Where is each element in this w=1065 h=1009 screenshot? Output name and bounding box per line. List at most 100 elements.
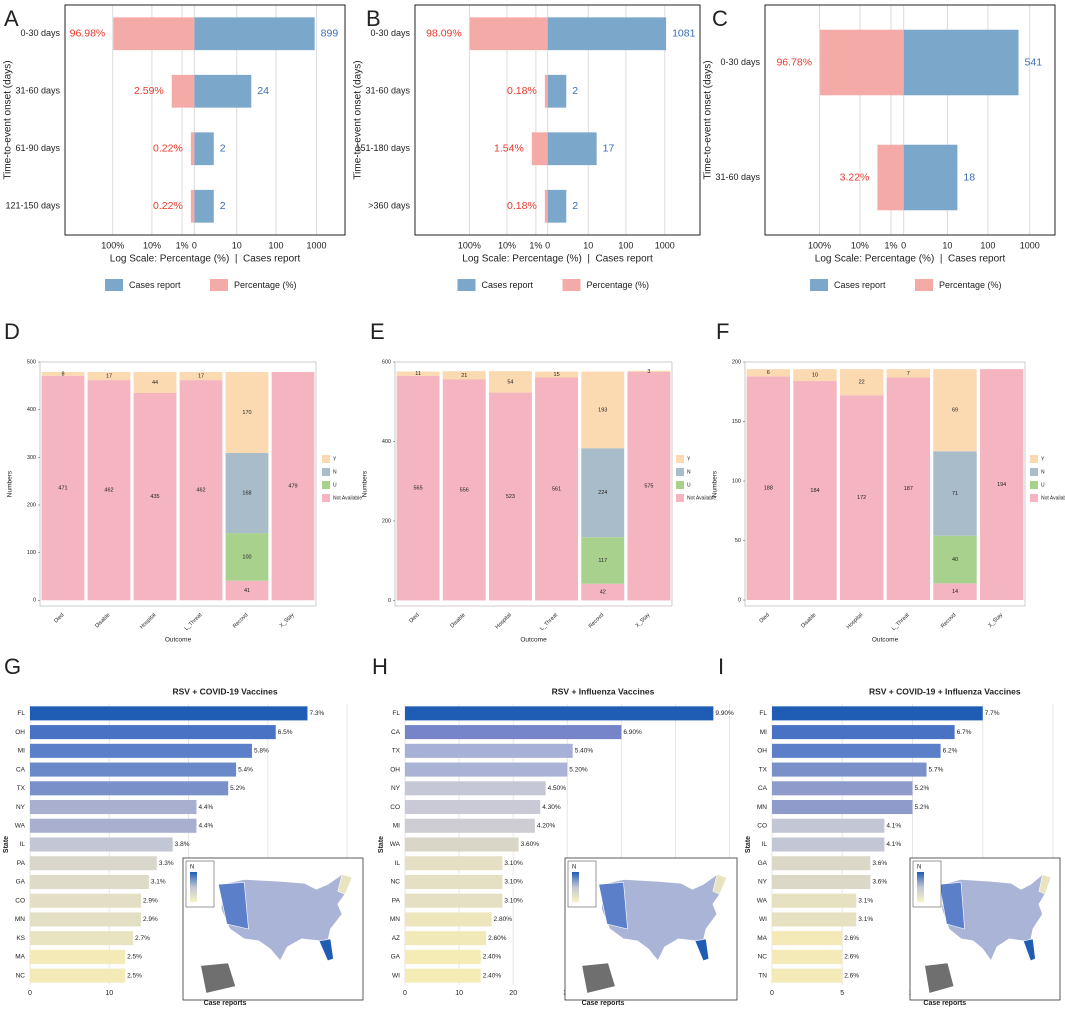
y-tick-label: CA xyxy=(758,785,768,792)
bar xyxy=(772,818,885,833)
data-label: 98.09% xyxy=(426,28,462,40)
y-tick-label: MN xyxy=(757,804,767,811)
plot-frame xyxy=(39,361,317,607)
state-shape xyxy=(217,881,249,930)
legend-label: U xyxy=(687,482,691,488)
data-label: 5.2% xyxy=(230,785,245,792)
bar-segment xyxy=(581,371,625,449)
panel-letter: F xyxy=(716,319,729,344)
bar xyxy=(190,132,195,166)
data-label: 523 xyxy=(506,494,515,500)
bar-segment xyxy=(225,580,269,601)
data-label: 6.5% xyxy=(278,729,293,736)
data-label: 9.90% xyxy=(715,710,734,717)
state-shape xyxy=(598,881,628,930)
bar xyxy=(30,743,252,758)
legend-label: Percentage (%) xyxy=(234,280,297,290)
x-tick-label: L_Threat xyxy=(539,612,559,632)
data-label: 8 xyxy=(61,371,64,377)
x-tick-label: 1% xyxy=(885,240,898,250)
x-tick-label: 1% xyxy=(529,240,542,250)
y-tick-label: GA xyxy=(758,860,768,867)
y-tick-label: 121-150 days xyxy=(5,201,60,211)
bar-segment xyxy=(746,369,791,377)
data-label: 170 xyxy=(242,410,251,416)
x-tick-label: 10 xyxy=(455,990,463,997)
y-tick-label: 300 xyxy=(27,455,36,461)
data-label: 42 xyxy=(600,590,606,596)
data-label: 462 xyxy=(104,488,113,494)
bar xyxy=(405,800,541,815)
bar xyxy=(772,743,941,758)
bar xyxy=(190,189,195,223)
x-tick-label: Disable xyxy=(94,612,111,629)
bar-segment xyxy=(933,535,977,584)
x-tick-label: 100% xyxy=(101,240,124,250)
y-tick-label: MI xyxy=(18,748,25,755)
panel-letter: C xyxy=(712,6,728,31)
legend-label: U xyxy=(333,482,337,488)
data-label: 224 xyxy=(598,490,607,496)
alaska-shape xyxy=(201,963,236,993)
x-tick-label: 0 xyxy=(403,990,407,997)
chart-title: RSV + Influenza Vaccines xyxy=(552,686,655,696)
x-axis-title: Case reports xyxy=(582,1000,625,1007)
bar-segment xyxy=(581,448,625,538)
panel-letter: I xyxy=(718,654,724,679)
legend-label: Not Available xyxy=(1041,495,1065,501)
data-label: 7 xyxy=(907,371,910,377)
bar-segment xyxy=(133,392,177,601)
bar-segment xyxy=(979,369,1024,601)
y-tick-label: 400 xyxy=(382,439,391,445)
plot-frame xyxy=(414,4,701,236)
x-tick-label: 10% xyxy=(498,240,516,250)
bar xyxy=(544,189,548,223)
bar-segment xyxy=(179,380,223,601)
bar xyxy=(903,144,958,211)
y-tick-label: 500 xyxy=(27,359,36,365)
bar-segment xyxy=(535,371,579,378)
data-label: 3.1% xyxy=(151,879,166,886)
bar-segment xyxy=(488,392,532,601)
bar xyxy=(772,706,983,721)
y-tick-label: 0-30 days xyxy=(370,28,410,38)
x-tick-label: 100% xyxy=(808,240,831,250)
x-axis-title: Log Scale: Percentage (%) | Cases report xyxy=(110,254,301,265)
data-label: 0.18% xyxy=(507,200,537,212)
y-tick-label: MA xyxy=(15,954,25,961)
panel-letter: G xyxy=(4,654,21,679)
data-label: 69 xyxy=(952,408,958,414)
bar-segment xyxy=(87,372,131,381)
bar xyxy=(405,931,487,946)
x-tick-label: 100 xyxy=(980,240,995,250)
y-tick-label: CA xyxy=(391,729,401,736)
bar xyxy=(30,781,229,796)
bar xyxy=(30,893,141,908)
bar xyxy=(30,856,157,871)
data-label: 462 xyxy=(196,488,205,494)
y-axis-title: Numbers xyxy=(7,470,14,497)
y-tick-label: MN xyxy=(390,916,400,923)
bar-segment xyxy=(41,375,85,601)
legend-swatch xyxy=(676,481,684,489)
x-axis-title: Case reports xyxy=(923,1000,966,1007)
bar xyxy=(405,706,714,721)
legend-label: Percentage (%) xyxy=(939,280,1002,290)
bar xyxy=(469,17,548,51)
y-axis-title: State xyxy=(745,836,752,853)
bar xyxy=(194,74,252,108)
map-legend-gradient xyxy=(917,872,924,902)
bar-segment xyxy=(225,533,269,581)
map-legend-title: N xyxy=(190,865,194,871)
bar xyxy=(113,17,195,51)
bar xyxy=(772,912,857,927)
x-tick-label: Died xyxy=(408,612,420,624)
bar-segment xyxy=(225,453,269,534)
data-label: 2.6% xyxy=(844,954,859,961)
y-tick-label: FL xyxy=(759,710,767,717)
y-tick-label: NC xyxy=(391,879,401,886)
x-tick-label: 10 xyxy=(232,240,242,250)
x-tick-label: Recovd xyxy=(588,612,605,629)
data-label: 561 xyxy=(552,486,561,492)
y-axis-title: State xyxy=(378,836,385,853)
